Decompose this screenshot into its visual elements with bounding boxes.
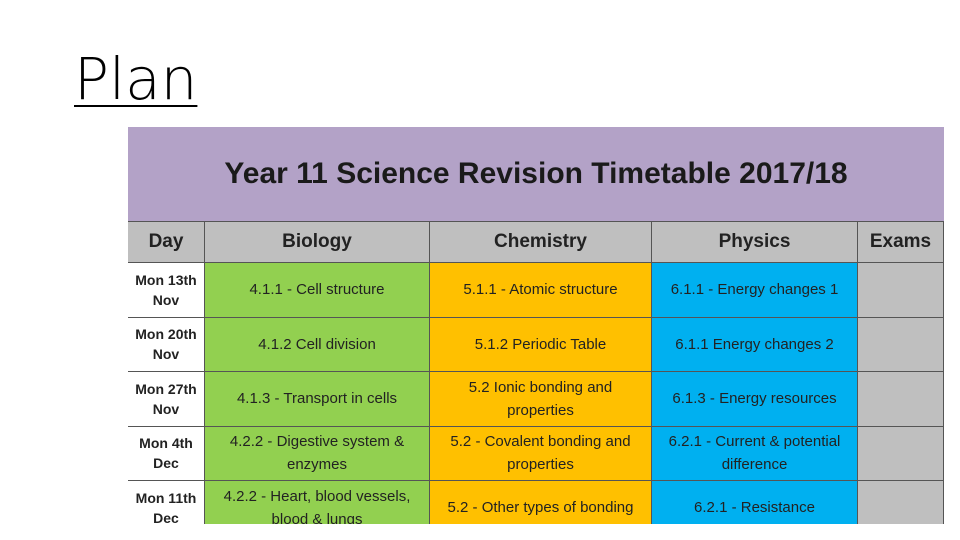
header-cell: Biology (205, 222, 430, 263)
topic-cell: 6.1.1 - Energy changes 1 (652, 263, 858, 318)
timetable: Year 11 Science Revision Timetable 2017/… (128, 127, 944, 524)
exam-cell (858, 317, 944, 372)
exam-cell (858, 263, 944, 318)
topic-cell: 5.1.2 Periodic Table (430, 317, 652, 372)
exam-cell (858, 426, 944, 481)
topic-cell: 4.1.2 Cell division (205, 317, 430, 372)
topic-cell: 5.1.1 - Atomic structure (430, 263, 652, 318)
topic-cell: 5.2 Ionic bonding and properties (430, 372, 652, 427)
topic-cell: 6.1.3 - Energy resources (652, 372, 858, 427)
topic-cell: 5.2 - Other types of bonding (430, 481, 652, 524)
topic-cell: 5.2 - Covalent bonding and properties (430, 426, 652, 481)
topic-cell: 6.2.1 - Current & potential difference (652, 426, 858, 481)
topic-cell: 4.1.3 - Transport in cells (205, 372, 430, 427)
topic-cell: 4.1.1 - Cell structure (205, 263, 430, 318)
day-cell: Mon 4th Dec (128, 426, 205, 481)
topic-cell: 6.1.1 Energy changes 2 (652, 317, 858, 372)
header-cell: Physics (652, 222, 858, 263)
table-title: Year 11 Science Revision Timetable 2017/… (128, 127, 944, 222)
exam-cell (858, 372, 944, 427)
topic-cell: 4.2.2 - Heart, blood vessels, blood & lu… (205, 481, 430, 524)
topic-cell: 4.2.2 - Digestive system & enzymes (205, 426, 430, 481)
header-cell: Exams (858, 222, 944, 263)
topic-cell: 6.2.1 - Resistance (652, 481, 858, 524)
slide-title: Plan (74, 45, 198, 113)
day-cell: Mon 27th Nov (128, 372, 205, 427)
header-cell: Day (128, 222, 205, 263)
day-cell: Mon 13th Nov (128, 263, 205, 318)
day-cell: Mon 11th Dec (128, 481, 205, 524)
header-cell: Chemistry (430, 222, 652, 263)
exam-cell (858, 481, 944, 524)
day-cell: Mon 20th Nov (128, 317, 205, 372)
